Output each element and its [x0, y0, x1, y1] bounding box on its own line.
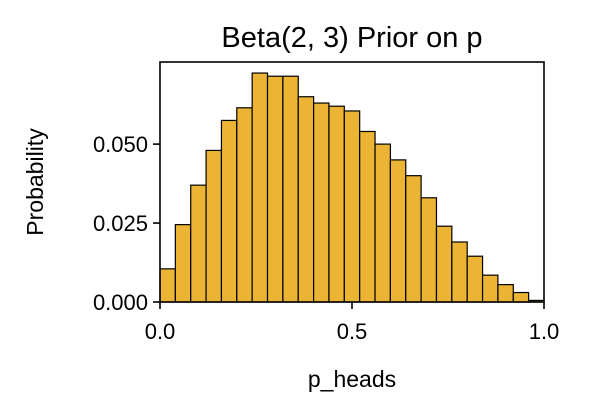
x-tick-label-1: 0.5 [337, 319, 368, 344]
histogram-bar-20 [466, 255, 484, 303]
histogram-bar-11 [328, 105, 345, 303]
histogram-bar-16 [405, 175, 422, 303]
x-axis-ticks: 0.0 0.5 1.0 [145, 302, 560, 344]
histogram-bar-5 [236, 107, 253, 303]
histogram-bar-3 [205, 149, 223, 303]
histogram-bar-13 [359, 130, 376, 303]
histogram-bar-9 [297, 96, 315, 303]
histogram-bar-17 [420, 197, 438, 303]
y-tick-label-1: 0.025 [93, 211, 148, 236]
histogram-bar-15 [389, 159, 407, 303]
y-tick-label-0: 0.000 [93, 290, 148, 315]
x-axis-label: p_heads [308, 366, 396, 392]
chart-title: Beta(2, 3) Prior on p [221, 22, 482, 54]
y-axis-label: Probability [22, 128, 48, 236]
histogram-bar-23 [512, 291, 530, 303]
histogram-bar-18 [435, 225, 453, 303]
histogram-bar-21 [481, 274, 499, 303]
bars-group [159, 72, 545, 303]
histogram-bar-7 [266, 75, 284, 303]
histogram-bar-10 [313, 102, 330, 303]
histogram-bar-0 [159, 268, 176, 303]
histogram-bar-8 [282, 75, 299, 303]
y-tick-label-2: 0.050 [93, 132, 148, 157]
histogram-bar-1 [174, 224, 192, 303]
x-tick-label-0: 0.0 [145, 319, 176, 344]
histogram-bar-22 [497, 284, 514, 303]
histogram-bar-19 [451, 241, 468, 303]
histogram-bar-2 [190, 184, 207, 303]
y-axis-ticks: 0.000 0.025 0.050 [93, 132, 160, 315]
histogram-bar-4 [220, 119, 238, 303]
histogram-bar-14 [374, 143, 392, 303]
histogram-bar-12 [343, 110, 361, 303]
x-tick-label-2: 1.0 [529, 319, 560, 344]
histogram-bar-6 [251, 72, 269, 303]
